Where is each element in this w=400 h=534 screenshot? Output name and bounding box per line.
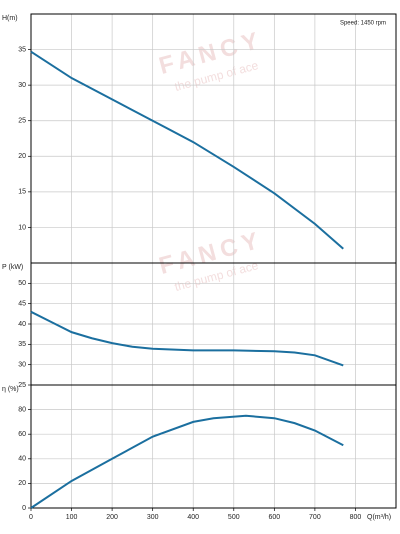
- x-tick-label: 100: [66, 514, 78, 521]
- y-tick-label: 30: [18, 82, 26, 89]
- x-tick-label: 0: [29, 514, 33, 521]
- y-tick-label: 60: [18, 431, 26, 438]
- y-tick-label: 10: [18, 224, 26, 231]
- y-tick-label: 40: [18, 321, 26, 328]
- x-tick-label: 500: [228, 514, 240, 521]
- x-tick-label: 700: [309, 514, 321, 521]
- x-tick-label: 600: [268, 514, 280, 521]
- y-tick-label: 20: [18, 153, 26, 160]
- y-tick-label: 80: [18, 406, 26, 413]
- y-tick-label: 25: [18, 118, 26, 125]
- x-tick-label: 200: [106, 514, 118, 521]
- y-axis-label: η (%): [2, 386, 19, 393]
- y-axis-label: H(m): [2, 15, 18, 22]
- annotation: Speed: 1450 rpm: [340, 21, 386, 27]
- y-tick-label: 45: [18, 301, 26, 308]
- y-axis-label: P (kW): [2, 264, 23, 271]
- y-tick-label: 50: [18, 280, 26, 287]
- y-tick-label: 35: [18, 46, 26, 53]
- y-tick-label: 30: [18, 362, 26, 369]
- y-tick-label: 35: [18, 341, 26, 348]
- x-tick-label: 400: [187, 514, 199, 521]
- y-tick-label: 40: [18, 456, 26, 463]
- y-tick-label: 20: [18, 480, 26, 487]
- watermark: FANCY the pump of ace FANCY the pump of …: [156, 26, 266, 294]
- x-axis-label: Q(m³/h): [367, 514, 391, 521]
- curve: [30, 414, 344, 509]
- x-tick-label: 300: [147, 514, 159, 521]
- plot-frame: [30, 384, 397, 509]
- x-tick-label: 800: [350, 514, 362, 521]
- curve: [30, 50, 344, 250]
- y-tick-label: 0: [22, 505, 26, 512]
- y-tick-label: 15: [18, 189, 26, 196]
- y-tick-label: 25: [18, 382, 26, 389]
- curve: [30, 310, 344, 367]
